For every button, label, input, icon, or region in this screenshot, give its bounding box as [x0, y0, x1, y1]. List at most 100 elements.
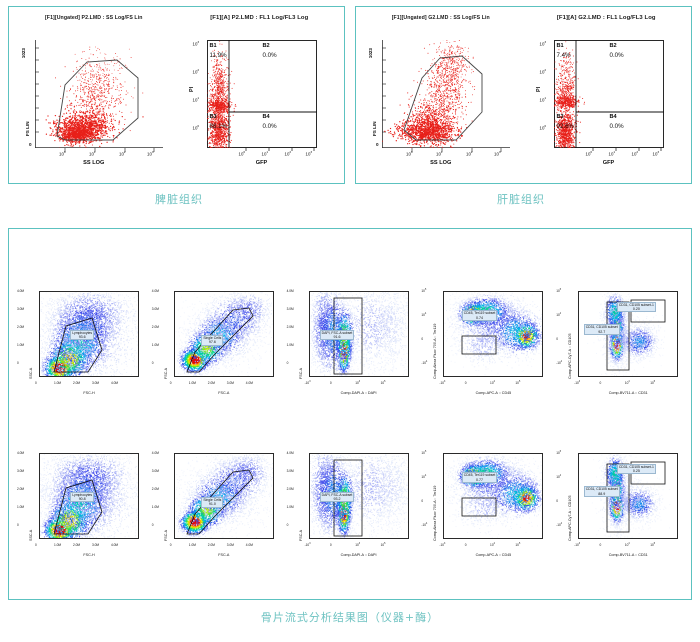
y-tick: 0: [421, 337, 423, 341]
y-tick: 105: [556, 289, 561, 293]
bone-plot-row: 4.0M 3.0M 2.0M 1.0M 0 0 1.0M 2.0M 3.0M 4.0M Lympho…: [15, 447, 685, 589]
y-tick: 105: [556, 451, 561, 455]
x-tick: 0: [170, 543, 172, 547]
y-tick-2: 102: [193, 68, 200, 74]
quadrant-label-b2: B2: [610, 43, 617, 49]
gate-label-value: 0.74: [464, 316, 496, 320]
fc-plot-sample-2-4: 105 104 0 -104 -103 0 104 105 CD31, CD105 subset…: [554, 447, 685, 589]
fc-plot-sample-1-1: 4.0M 3.0M 2.0M 1.0M 0 0 1.0M 2.0M 3.0M 4.0M Single…: [150, 285, 281, 427]
x-tick: 1.0M: [54, 543, 61, 547]
plot-spleen-ss-fs: [F1][Ungated] P2.LMD : SS Log/FS Lin FS …: [11, 11, 177, 179]
plot-frame: [174, 453, 274, 539]
x-axis-label: Comp-BV711-A :: CD31: [578, 391, 678, 395]
y-tick-3: 103: [193, 40, 200, 46]
gate-label-value: 92.7: [586, 330, 618, 334]
x-tick: 3.0M: [92, 381, 99, 385]
x-tick: 105: [515, 381, 520, 385]
quadrant-label-b2: B2: [263, 43, 270, 49]
x-tick: 0: [35, 381, 37, 385]
x-tick: 2.0M: [208, 381, 215, 385]
x-tick: 3.0M: [92, 543, 99, 547]
y-axis-label: SSC-A: [29, 368, 33, 379]
gate-label-text: CD45, Ter119 subset: [464, 311, 496, 315]
quadrant-label-b4: B4: [263, 114, 270, 120]
plot-liver-ss-fs: [F1][Ungated] G2.LMD : SS Log/FS Lin FS …: [358, 11, 524, 179]
y-tick: 3.0M: [152, 469, 159, 473]
fc-plot-sample-1-2: 4.0M 3.0M 2.0M 1.0M 0 -103 0 103 105 DAPI, FSC-A …: [285, 285, 416, 427]
x-tick: 105: [381, 381, 386, 385]
x-tick: 103: [355, 543, 360, 547]
gate-label: CD45, Ter119 subset 0.77: [462, 472, 498, 483]
x-tick-0: 100: [586, 150, 593, 156]
fc-plot-sample-1-3: 105 104 0 -104 -103 0 104 105 CD45, Ter119 subse…: [419, 285, 550, 427]
x-tick: 104: [490, 543, 495, 547]
x-tick: 1.0M: [189, 543, 196, 547]
x-tick: 0: [35, 543, 37, 547]
y-axis-label: Comp-Alexa Fluor 700-A :: Ter119: [433, 486, 437, 541]
x-axis-label: FSC-A: [174, 391, 274, 395]
x-tick: 104: [625, 381, 630, 385]
y-axis-label: Comp-APC-Cy7-A :: CD105: [568, 496, 572, 542]
x-tick: 105: [515, 543, 520, 547]
y-tick: -104: [556, 361, 562, 365]
y-tick: 0: [287, 523, 289, 527]
x-tick-1: 101: [89, 150, 96, 156]
quadrant-value-b1: 11.9%: [210, 52, 227, 59]
x-tick-3: 103: [494, 150, 501, 156]
density-scatter: [175, 292, 274, 377]
x-tick: -103: [439, 543, 445, 547]
gate-label-value: 88.9: [586, 492, 618, 496]
scatter-canvas-spleen-ssfs: [35, 40, 163, 168]
gate-label-value: 97.6: [203, 340, 221, 344]
gate-label-value: 0.77: [464, 478, 496, 482]
y-tick: 4.0M: [287, 451, 294, 455]
x-tick: 3.0M: [227, 543, 234, 547]
y-axis-label: FS LIN: [25, 121, 30, 136]
x-axis-label: Comp-DAPI-A :: DAPI: [309, 553, 409, 557]
y-tick: -104: [556, 523, 562, 527]
y-tick: 0: [152, 361, 154, 365]
x-tick: 104: [625, 543, 630, 547]
x-tick-2: 102: [632, 150, 639, 156]
bone-flow-panel: 4.0M 3.0M 2.0M 1.0M 0 0 1.0M 2.0M 3.0M 4.0M Lympho…: [8, 228, 692, 600]
x-axis-label: SS LOG: [358, 160, 524, 166]
fc-plot-sample-1-4: 105 104 0 -104 -103 0 104 105 CD31, CD105 subset…: [554, 285, 685, 427]
y-axis-label: PI: [189, 87, 195, 92]
tissue-caption-row: 脾脏组织 肝脏组织: [0, 184, 700, 214]
x-tick: 0: [600, 381, 602, 385]
y-axis-label: SSC-A: [29, 530, 33, 541]
y-tick: 2.0M: [287, 325, 294, 329]
x-tick-2: 102: [119, 150, 126, 156]
gate-label: DAPI, FSC-A subset 93.2: [320, 492, 355, 503]
x-axis-label: Comp-APC-A :: CD45: [443, 391, 543, 395]
y-axis-label: Comp-APC-Cy7-A :: CD105: [568, 334, 572, 380]
x-tick: 105: [650, 543, 655, 547]
fc-plot-sample-2-2: 4.0M 3.0M 2.0M 1.0M 0 -103 0 103 105 DAPI, FSC-A …: [285, 447, 416, 589]
x-tick: 0: [170, 381, 172, 385]
x-tick-3: 103: [653, 150, 660, 156]
x-tick: 105: [381, 543, 386, 547]
x-tick: 0: [330, 381, 332, 385]
x-tick-1: 101: [262, 150, 269, 156]
gate-label: DAPI, FSC-A subset 91.6: [320, 330, 355, 341]
plot-title: [F1][Ungated] P2.LMD : SS Log/FS Lin: [11, 15, 177, 24]
gate-label-value: 91.6: [322, 335, 353, 339]
x-tick-0: 100: [239, 150, 246, 156]
x-tick-0: 100: [59, 150, 66, 156]
plot-title: [F1][A] P2.LMD : FL1 Log/FL3 Log: [177, 15, 343, 24]
fc-plot-sample-1-0: 4.0M 3.0M 2.0M 1.0M 0 0 1.0M 2.0M 3.0M 4.0M Lympho…: [15, 285, 146, 427]
x-tick: 0: [330, 543, 332, 547]
y-tick: 2.0M: [17, 487, 24, 491]
x-tick: 104: [490, 381, 495, 385]
bone-plot-row: 4.0M 3.0M 2.0M 1.0M 0 0 1.0M 2.0M 3.0M 4.0M Lympho…: [15, 285, 685, 427]
x-tick-1: 101: [436, 150, 443, 156]
tissue-card-spleen: [F1][Ungated] P2.LMD : SS Log/FS Lin FS …: [8, 6, 345, 184]
fc-plot-sample-2-0: 4.0M 3.0M 2.0M 1.0M 0 0 1.0M 2.0M 3.0M 4.0M Lympho…: [15, 447, 146, 589]
x-axis-label: FSC-H: [39, 391, 139, 395]
y-tick: 105: [421, 451, 426, 455]
y-tick: 2.0M: [287, 487, 294, 491]
quadrant-label-b4: B4: [610, 114, 617, 120]
y-axis-label: FSC-A: [299, 530, 303, 541]
y-tick: 104: [556, 313, 561, 317]
x-tick: -103: [305, 543, 311, 547]
